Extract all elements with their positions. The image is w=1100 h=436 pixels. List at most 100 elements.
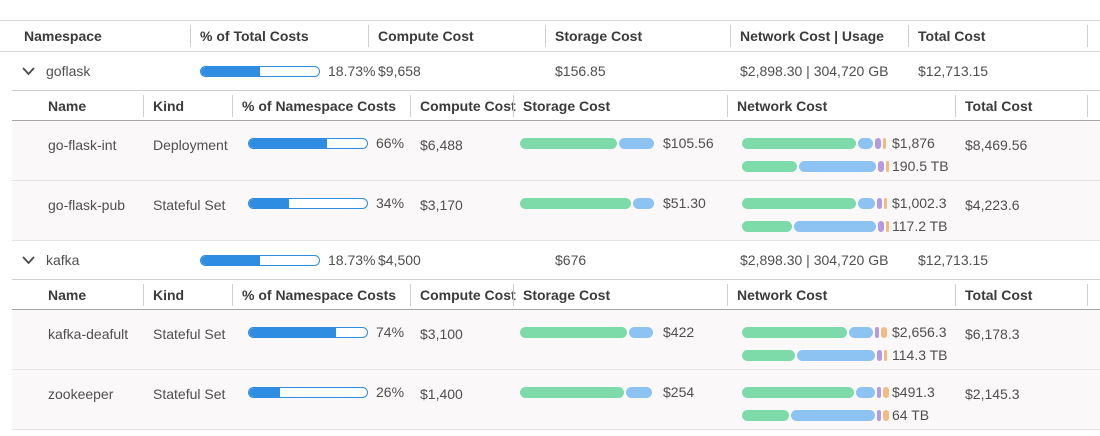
network-cost-bar	[742, 386, 889, 398]
network-cost-value: $491.3	[892, 384, 935, 400]
col-network-cost: Network Cost	[727, 283, 955, 306]
col-namespace: Namespace	[24, 28, 102, 44]
pct-namespace-value: 74%	[376, 324, 405, 340]
network-cost-segment-orange	[881, 326, 888, 338]
col-compute-cost: Compute Cost	[410, 283, 516, 306]
col-storage-cost: Storage Cost	[513, 283, 727, 306]
workload-name: kafka-deafult	[48, 326, 129, 342]
col-storage-cost: Storage Cost	[545, 25, 730, 47]
storage-cost-bar	[520, 197, 655, 209]
network-cost-segment-green	[742, 386, 855, 398]
network-usage-segment-purple	[878, 220, 884, 232]
network-usage-segment-green	[742, 349, 795, 361]
workload-row-go-flask-pub: go-flask-pub Stateful Set 34% $3,170 $51…	[12, 181, 1100, 241]
col-compute-cost: Compute Cost	[368, 25, 545, 47]
storage-cost-bar	[520, 386, 655, 398]
storage-cost-value: $422	[663, 324, 695, 340]
network-usage-segment-orange	[885, 220, 889, 232]
workload-total-cost: $8,469.56	[965, 137, 1028, 153]
storage-bar-segment-blue	[619, 137, 655, 149]
network-usage-segment-purple	[878, 160, 884, 172]
network-cost-segment-blue	[857, 197, 875, 209]
pct-namespace-value: 66%	[376, 135, 405, 151]
pct-namespace-bar-fill	[249, 327, 337, 337]
namespace-compute-cost: $4,500	[378, 252, 421, 268]
namespace-row-goflask: goflask 18.73% $9,658 $156.85 $2,898.30 …	[0, 52, 1100, 90]
col-network-cost: Network Cost	[727, 94, 955, 117]
workload-total-cost: $2,145.3	[965, 386, 1020, 402]
col-storage-cost: Storage Cost	[513, 94, 727, 117]
network-cost-segment-purple	[875, 137, 881, 149]
namespace-storage-cost: $156.85	[555, 63, 606, 79]
namespace-name: kafka	[46, 252, 80, 268]
storage-cost-bar	[520, 137, 655, 149]
network-cost-segment-orange	[882, 137, 886, 149]
pct-total-value: 18.73%	[328, 252, 376, 268]
network-usage-value: 190.5 TB	[892, 158, 949, 174]
storage-cost-bar	[520, 326, 655, 338]
namespace-storage-cost: $676	[555, 252, 587, 268]
storage-bar-segment-green	[520, 386, 624, 398]
storage-bar-segment-green	[520, 197, 631, 209]
network-usage-segment-purple	[876, 409, 881, 421]
chevron-down-icon[interactable]	[22, 256, 35, 265]
namespace-table-header: Namespace % of Total Costs Compute Cost …	[0, 20, 1100, 52]
network-cost-segment-orange	[884, 197, 888, 209]
workload-name: go-flask-int	[48, 137, 117, 153]
network-cost-segment-purple	[875, 326, 880, 338]
workload-table-header: Name Kind % of Namespace Costs Compute C…	[12, 91, 1100, 121]
network-usage-segment-purple	[876, 349, 883, 361]
network-cost-segment-green	[742, 326, 848, 338]
storage-bar-segment-blue	[632, 197, 655, 209]
pct-namespace-bar	[248, 386, 368, 398]
col-total-cost: Total Cost	[908, 25, 1088, 47]
network-cost-segment-purple	[876, 197, 883, 209]
pct-namespace-bar	[248, 326, 368, 338]
pct-total-bar-fill	[201, 66, 260, 76]
network-usage-segment-blue	[799, 160, 877, 172]
network-usage-segment-orange	[882, 409, 889, 421]
workload-kind: Stateful Set	[153, 197, 226, 213]
pct-namespace-bar	[248, 197, 368, 209]
namespace-total-cost: $12,713.15	[918, 252, 989, 268]
col-network-cost-usage: Network Cost | Usage	[730, 25, 908, 47]
col-pct-namespace-costs: % of Namespace Costs	[232, 94, 410, 117]
col-total-cost: Total Cost	[955, 94, 1088, 117]
namespace-compute-cost: $9,658	[378, 63, 421, 79]
namespace-network-cost-usage: $2,898.30 | 304,720 GB	[740, 252, 889, 268]
workload-name: zookeeper	[48, 386, 114, 402]
network-usage-bar	[742, 349, 888, 361]
workload-kind: Stateful Set	[153, 386, 226, 402]
network-usage-bar	[742, 160, 889, 172]
col-kind: Kind	[143, 283, 232, 306]
workload-kind: Deployment	[153, 137, 228, 153]
pct-namespace-bar-fill	[249, 198, 290, 208]
network-usage-segment-green	[742, 409, 789, 421]
workload-name: go-flask-pub	[48, 197, 126, 213]
pct-namespace-bar-fill	[249, 138, 327, 148]
namespace-name: goflask	[46, 63, 91, 79]
namespace-total-cost: $12,713.15	[918, 63, 989, 79]
pct-total-bar	[200, 65, 320, 77]
workload-total-cost: $6,178.3	[965, 326, 1020, 342]
col-pct-namespace-costs: % of Namespace Costs	[232, 283, 410, 306]
network-usage-segment-blue	[790, 409, 875, 421]
network-cost-bar	[742, 326, 888, 338]
network-cost-segment-purple	[876, 386, 881, 398]
network-cost-bar	[742, 197, 888, 209]
network-cost-segment-blue	[849, 326, 874, 338]
pct-namespace-bar-fill	[249, 387, 280, 397]
chevron-down-icon[interactable]	[22, 67, 35, 76]
workload-row-kafka-deafult: kafka-deafult Stateful Set 74% $3,100 $4…	[12, 310, 1100, 370]
network-usage-bar	[742, 409, 889, 421]
network-cost-segment-green	[742, 197, 856, 209]
network-cost-bar	[742, 137, 886, 149]
network-usage-segment-blue	[793, 220, 877, 232]
network-usage-segment-green	[742, 160, 798, 172]
storage-bar-segment-blue	[625, 386, 652, 398]
workload-compute-cost: $3,170	[420, 197, 463, 213]
network-usage-segment-blue	[796, 349, 875, 361]
col-kind: Kind	[143, 94, 232, 117]
storage-cost-value: $254	[663, 384, 695, 400]
